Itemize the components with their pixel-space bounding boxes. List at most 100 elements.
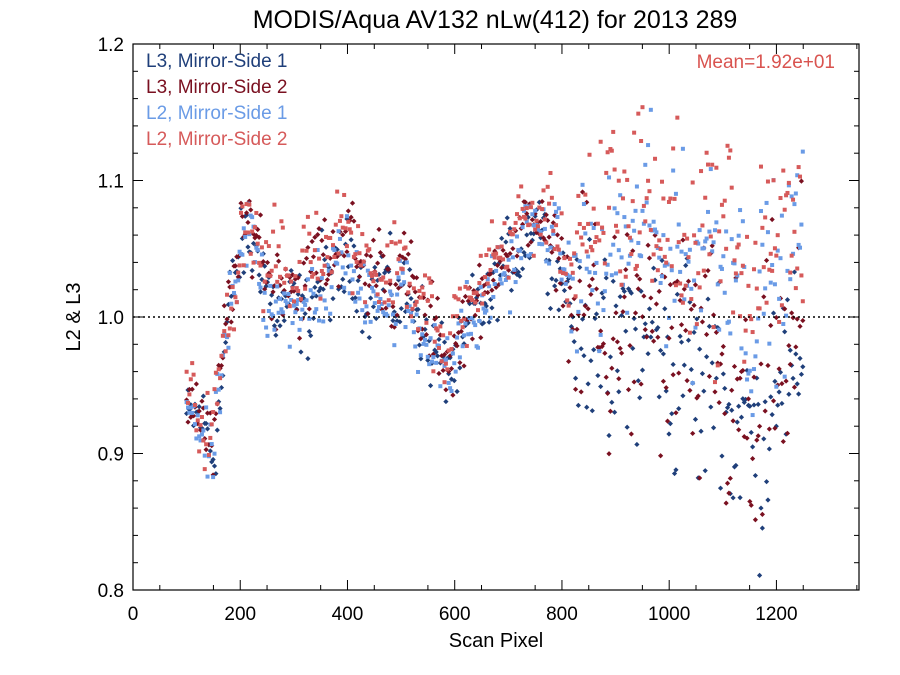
data-point bbox=[558, 269, 563, 274]
data-point bbox=[782, 374, 787, 379]
data-point bbox=[669, 268, 674, 273]
data-point bbox=[386, 303, 391, 308]
data-point bbox=[492, 248, 498, 254]
data-point bbox=[626, 224, 631, 229]
data-point bbox=[675, 244, 680, 249]
data-point bbox=[492, 261, 498, 267]
data-point bbox=[757, 306, 762, 311]
data-point bbox=[375, 308, 380, 313]
data-point bbox=[332, 254, 337, 259]
data-point bbox=[404, 304, 409, 309]
data-point bbox=[303, 255, 310, 262]
data-point bbox=[469, 295, 474, 300]
data-point bbox=[335, 261, 340, 266]
data-point bbox=[763, 215, 768, 220]
data-point bbox=[277, 323, 283, 329]
data-point bbox=[572, 375, 579, 381]
data-point bbox=[428, 336, 433, 341]
data-point bbox=[688, 306, 694, 312]
data-point bbox=[741, 399, 747, 405]
data-point bbox=[728, 148, 733, 153]
data-point bbox=[187, 410, 192, 415]
data-point bbox=[374, 272, 379, 277]
data-point bbox=[693, 325, 698, 330]
data-point bbox=[512, 267, 517, 272]
data-point bbox=[258, 263, 263, 268]
data-point bbox=[348, 214, 354, 220]
data-point bbox=[417, 288, 422, 293]
data-point bbox=[706, 373, 713, 379]
data-point bbox=[446, 380, 451, 385]
data-point bbox=[607, 408, 614, 414]
data-point bbox=[636, 240, 641, 245]
data-point bbox=[390, 312, 395, 317]
data-point bbox=[572, 386, 579, 392]
data-point bbox=[590, 288, 595, 293]
data-point bbox=[654, 244, 659, 249]
data-point bbox=[797, 355, 803, 362]
data-point bbox=[781, 168, 786, 173]
data-point bbox=[234, 300, 239, 305]
data-point bbox=[469, 331, 474, 336]
data-point bbox=[524, 232, 530, 238]
data-point bbox=[354, 308, 360, 314]
x-tick-label: 600 bbox=[439, 604, 471, 625]
data-point bbox=[558, 251, 563, 256]
data-point bbox=[388, 323, 395, 329]
data-point bbox=[460, 325, 465, 330]
data-point bbox=[450, 392, 456, 398]
data-point bbox=[477, 280, 482, 285]
data-point bbox=[283, 299, 288, 304]
data-point bbox=[664, 260, 669, 265]
data-point bbox=[215, 401, 220, 406]
data-point bbox=[589, 276, 595, 282]
data-point bbox=[609, 273, 614, 278]
data-point bbox=[769, 412, 775, 418]
data-point bbox=[671, 168, 676, 173]
data-point bbox=[770, 310, 777, 316]
data-point bbox=[662, 254, 667, 259]
data-point bbox=[710, 425, 717, 431]
data-point bbox=[696, 241, 701, 246]
data-point bbox=[475, 345, 480, 350]
data-point bbox=[463, 321, 468, 326]
data-point bbox=[649, 319, 655, 325]
data-point bbox=[435, 328, 440, 333]
data-point bbox=[489, 219, 494, 224]
data-point bbox=[661, 233, 666, 238]
data-point bbox=[311, 291, 316, 296]
data-point bbox=[612, 206, 617, 211]
data-point bbox=[343, 226, 348, 231]
data-point bbox=[622, 215, 627, 220]
data-point bbox=[317, 318, 322, 323]
data-point bbox=[766, 446, 772, 452]
data-point bbox=[264, 240, 269, 245]
data-point bbox=[262, 286, 268, 292]
data-point bbox=[240, 252, 245, 257]
data-point bbox=[533, 227, 538, 232]
x-tick-label: 400 bbox=[332, 604, 364, 625]
data-point bbox=[436, 343, 441, 348]
data-point bbox=[390, 304, 396, 310]
data-point bbox=[194, 428, 199, 433]
data-point bbox=[577, 222, 582, 227]
data-point bbox=[372, 301, 377, 306]
data-point bbox=[682, 232, 687, 237]
data-point bbox=[497, 272, 503, 278]
data-point bbox=[378, 296, 383, 301]
data-point bbox=[401, 260, 407, 266]
data-point bbox=[293, 310, 298, 315]
data-point bbox=[377, 305, 382, 310]
data-point bbox=[736, 403, 742, 409]
data-point bbox=[300, 248, 305, 253]
data-point bbox=[676, 222, 681, 227]
data-point bbox=[567, 256, 572, 261]
data-point bbox=[694, 316, 700, 322]
data-point bbox=[525, 242, 531, 248]
data-point bbox=[786, 342, 792, 349]
data-point bbox=[418, 356, 424, 362]
data-point bbox=[257, 281, 262, 286]
data-point bbox=[276, 244, 281, 249]
data-point bbox=[523, 216, 528, 221]
data-point bbox=[602, 257, 608, 263]
